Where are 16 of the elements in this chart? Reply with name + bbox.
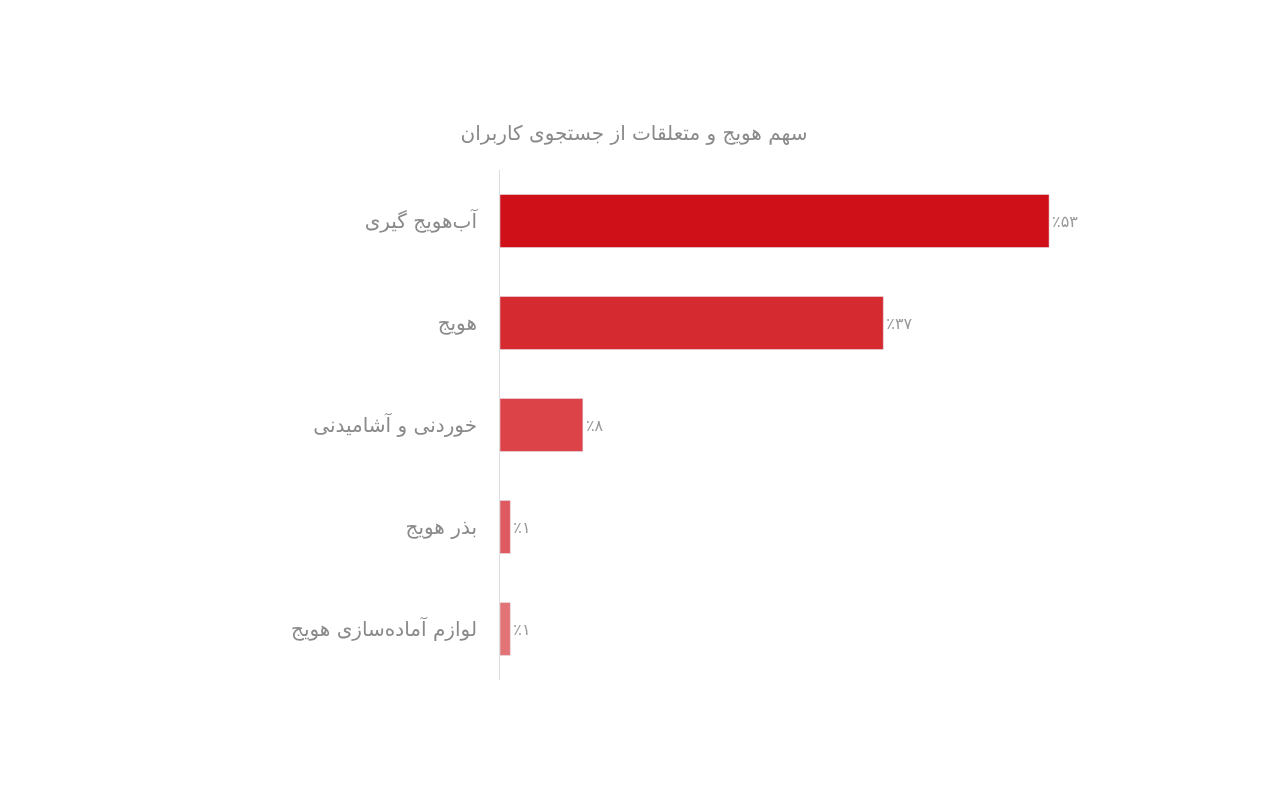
y-tick-label: هویج (437, 311, 477, 335)
bar (500, 194, 1050, 248)
data-label: ٪۵۳ (1052, 211, 1079, 231)
y-tick-label: بذر هویج (405, 515, 477, 539)
data-label: ٪۱ (513, 619, 531, 639)
data-label: ٪۱ (513, 517, 531, 537)
y-tick-label: خوردنی و آشامیدنی (313, 412, 477, 437)
bar (500, 398, 584, 452)
data-label: ٪۳۷ (886, 313, 913, 333)
bar (500, 602, 511, 656)
y-tick-label: لوازم آماده‌سازی هویج (290, 616, 477, 641)
bar (500, 296, 884, 350)
data-label: ٪۸ (585, 415, 604, 435)
chart-title: سهم هویج و متعلقات از جستجوی کاربران (460, 121, 808, 146)
bar (500, 500, 511, 554)
y-tick-label: آب‌هویج گیری (364, 208, 479, 233)
